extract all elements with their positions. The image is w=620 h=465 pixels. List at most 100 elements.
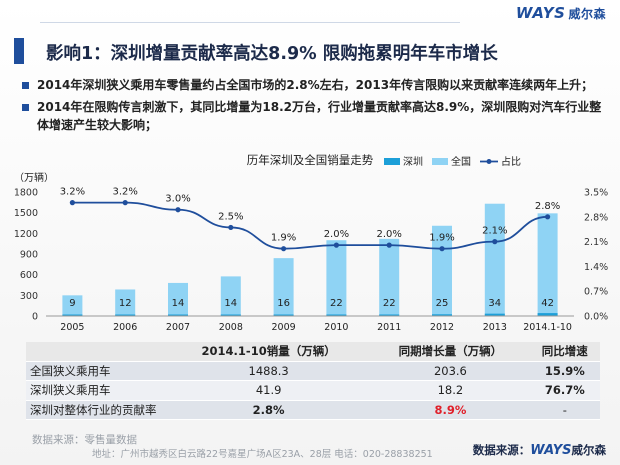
bar-national <box>484 203 505 316</box>
brand-logo-text: WAYS <box>515 4 566 22</box>
y-tick-label: 1800 <box>14 188 38 199</box>
sales-table: 2014.1-10销量（万辆） 同期增长量（万辆） 同比增速 全国狭义乘用车 1… <box>26 342 600 420</box>
share-point <box>333 242 339 248</box>
y-axis-label: （万辆） <box>14 171 54 184</box>
bar-national <box>273 258 294 316</box>
table-cell: 15.9% <box>529 361 600 381</box>
table-cell: 2.8% <box>166 400 372 420</box>
table-row: 全国狭义乘用车 1488.3 203.6 15.9% <box>26 361 600 381</box>
table-cell: 深圳对整体行业的贡献率 <box>26 400 166 420</box>
title-accent-bar <box>14 38 24 64</box>
bar-national <box>115 289 136 316</box>
bar-national <box>168 282 188 316</box>
y-tick-label: 900 <box>20 250 38 261</box>
x-tick-label: 2013 <box>483 322 507 333</box>
bar-shenzhen <box>62 314 83 316</box>
share-point <box>122 200 128 206</box>
bar-shenzhen <box>326 314 347 316</box>
share-data-label: 2.0% <box>324 229 349 240</box>
bar-data-label: 14 <box>172 298 185 309</box>
bar-data-label: 12 <box>119 298 132 309</box>
x-tick-label: 2012 <box>430 322 454 333</box>
share-data-label: 3.2% <box>112 187 137 198</box>
x-tick-label: 2005 <box>60 322 84 333</box>
share-point <box>228 224 234 231</box>
share-point <box>281 246 287 252</box>
bar-data-label: 14 <box>224 298 237 309</box>
table-header-cell: 2014.1-10销量（万辆） <box>166 342 372 362</box>
y2-tick-label: 1.4% <box>584 262 608 273</box>
y2-tick-label: 2.1% <box>584 237 608 248</box>
bar-national <box>379 238 400 316</box>
y-tick-label: 300 <box>20 291 38 302</box>
share-point <box>439 246 445 252</box>
y2-tick-label: 0.7% <box>584 287 608 298</box>
y-tick-label: 600 <box>20 270 38 281</box>
bullet-text: 2014年深圳狭义乘用车零售量约占全国市场的2.8%左右，2013年传言限购以来… <box>37 78 594 92</box>
table-cell: 203.6 <box>371 361 530 381</box>
share-data-label: 2.1% <box>482 226 507 237</box>
legend-swatch-national <box>432 158 448 165</box>
share-data-label: 2.5% <box>218 211 243 222</box>
x-tick-label: 2014.1-10 <box>523 322 572 333</box>
table-cell: - <box>529 400 600 420</box>
share-data-label: 2.0% <box>376 229 401 240</box>
x-tick-label: 2006 <box>113 322 137 333</box>
legend-marker-share <box>486 159 492 164</box>
y2-tick-label: 2.8% <box>584 212 608 223</box>
table-row: 深圳狭义乘用车 41.9 18.2 76.7% <box>26 380 600 401</box>
footer-brand-logo: WAYS <box>530 443 572 458</box>
share-point <box>69 200 75 206</box>
share-data-label: 3.0% <box>165 194 190 205</box>
legend-swatch-shenzhen <box>384 158 400 165</box>
table-cell: 深圳狭义乘用车 <box>26 380 166 401</box>
footer-source-label: 数据来源： <box>472 443 531 457</box>
bullet-item: 2014年深圳狭义乘用车零售量约占全国市场的2.8%左右，2013年传言限购以来… <box>22 76 612 94</box>
bar-data-label: 22 <box>330 298 343 309</box>
bullet-square-icon <box>22 82 29 89</box>
table-header-cell <box>26 342 166 362</box>
table-header-row: 2014.1-10销量（万辆） 同期增长量（万辆） 同比增速 <box>26 342 600 362</box>
legend-label: 占比 <box>501 155 521 168</box>
table-header-cell: 同比增速 <box>529 342 600 362</box>
bar-shenzhen <box>379 314 400 316</box>
data-source-note: 数据来源：零售量数据 <box>32 434 137 446</box>
bar-data-label: 34 <box>488 298 501 309</box>
bar-shenzhen <box>432 314 452 316</box>
x-tick-label: 2009 <box>272 322 296 333</box>
chart-title: 历年深圳及全国销量走势 <box>247 153 374 167</box>
table-cell: 18.2 <box>371 380 530 401</box>
sales-trend-chart: 历年深圳及全国销量走势 （万辆） 0 300 600 900 1200 1500 1800 0.0… <box>14 153 608 333</box>
y-tick-label: 1200 <box>14 229 38 240</box>
x-tick-label: 2011 <box>377 322 401 333</box>
bar-data-label: 22 <box>383 298 396 309</box>
share-point <box>545 214 551 220</box>
share-point <box>175 207 181 213</box>
table-cell: 76.7% <box>529 380 600 401</box>
top-bar: WAYS 威尔森 <box>0 0 620 34</box>
page-title: 影响1：深圳增量贡献率高达8.9% 限购拖累明年车市增长 <box>46 44 498 64</box>
bar-national <box>537 213 558 316</box>
brand-name-cn: 威尔森 <box>568 7 606 21</box>
bar-shenzhen <box>273 314 294 316</box>
x-tick-label: 2008 <box>219 322 243 333</box>
share-data-label: 2.8% <box>535 201 560 212</box>
brand-logo: WAYS 威尔森 <box>516 4 606 22</box>
share-line <box>72 201 548 250</box>
share-point <box>386 242 392 248</box>
bar-shenzhen <box>537 313 558 316</box>
header-divider <box>40 22 460 23</box>
bullet-square-icon <box>22 104 29 111</box>
bar-data-label: 9 <box>69 298 75 309</box>
table-cell: 8.9% <box>371 400 530 420</box>
y-tick-label: 1500 <box>14 208 38 219</box>
y2-tick-label: 3.5% <box>584 188 608 199</box>
x-tick-label: 2007 <box>166 322 190 333</box>
bar-national <box>62 295 83 316</box>
share-data-label: 1.9% <box>271 233 296 244</box>
table-cell: 全国狭义乘用车 <box>26 361 166 381</box>
footer-brand: 数据来源：WAYS威尔森 <box>473 442 606 458</box>
table-cell: 41.9 <box>166 380 372 401</box>
table-row: 深圳对整体行业的贡献率 2.8% 8.9% - <box>26 400 600 420</box>
bullet-list: 2014年深圳狭义乘用车零售量约占全国市场的2.8%左右，2013年传言限购以来… <box>22 76 612 138</box>
